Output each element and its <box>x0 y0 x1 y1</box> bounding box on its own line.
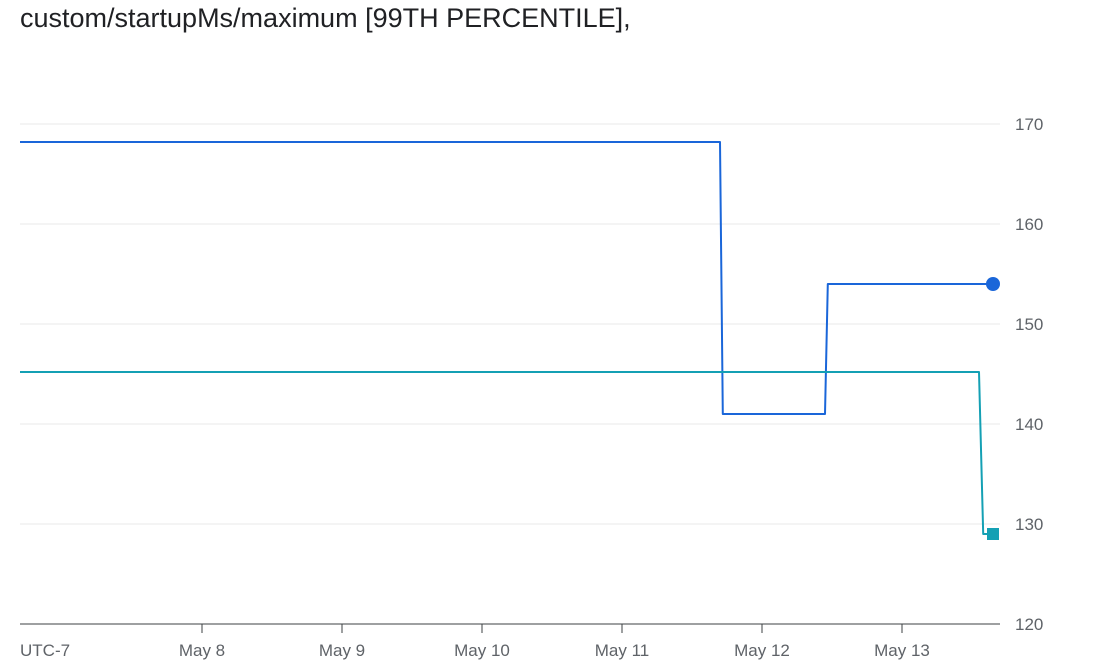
series-line-1 <box>20 141 993 415</box>
x-tick-label-may-13: May 13 <box>874 641 930 660</box>
y-tick-label-150: 150 <box>1015 315 1043 334</box>
x-axis-timezone-label: UTC-7 <box>20 641 70 660</box>
x-tick-label-may-8: May 8 <box>179 641 225 660</box>
x-tick-label-may-10: May 10 <box>454 641 510 660</box>
y-tick-label-140: 140 <box>1015 415 1043 434</box>
series-end-markers <box>986 277 1000 540</box>
y-tick-label-130: 130 <box>1015 515 1043 534</box>
series-line-2 <box>20 371 993 535</box>
series-2-end-marker <box>987 528 999 540</box>
chart-title: custom/startupMs/maximum [99TH PERCENTIL… <box>20 3 631 33</box>
x-tick-label-may-11: May 11 <box>595 641 650 660</box>
x-axis: UTC-7 May 8 May 9 May 10 May 11 May 12 May 13 <box>20 623 1000 660</box>
gridlines <box>20 123 1000 525</box>
series-lines <box>20 141 993 535</box>
x-tick-label-may-9: May 9 <box>319 641 365 660</box>
series-1-end-marker <box>986 277 1000 291</box>
y-tick-label-160: 160 <box>1015 215 1043 234</box>
x-tick-label-may-12: May 12 <box>734 641 790 660</box>
y-axis-ticks: 120 130 140 150 160 170 <box>1015 115 1043 634</box>
y-tick-label-170: 170 <box>1015 115 1043 134</box>
y-tick-label-120: 120 <box>1015 615 1043 634</box>
